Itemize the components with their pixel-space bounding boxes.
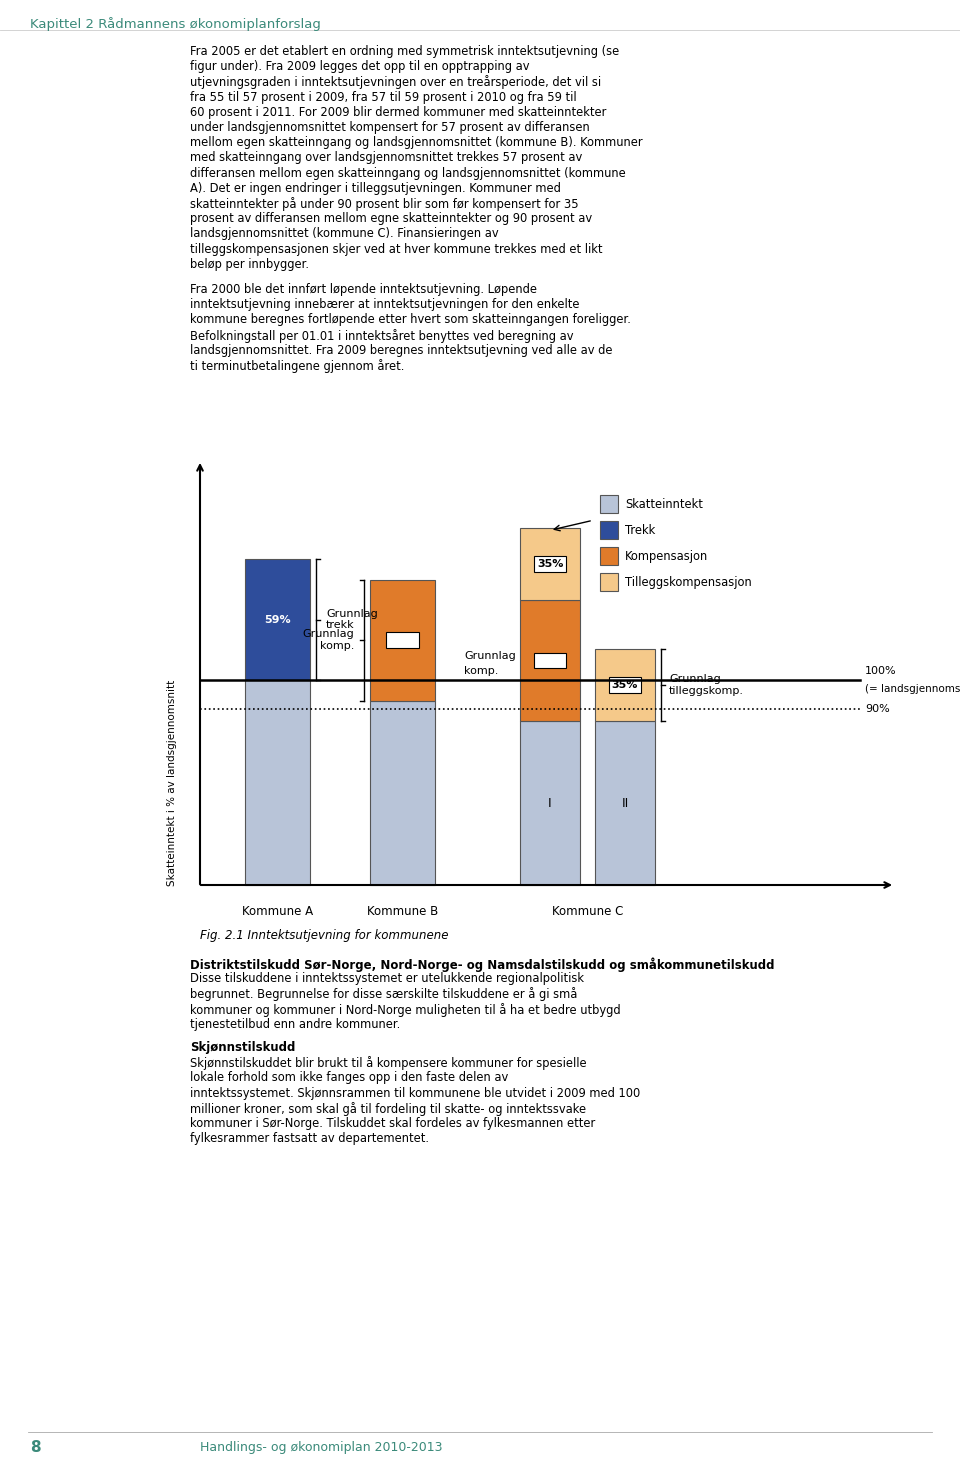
Text: Tilleggskompensasjon: Tilleggskompensasjon [625, 575, 752, 588]
Text: Fig. 2.1 Inntektsutjevning for kommunene: Fig. 2.1 Inntektsutjevning for kommunene [200, 929, 448, 942]
Text: differansen mellom egen skatteinngang og landsgjennomsnittet (kommune: differansen mellom egen skatteinngang og… [190, 166, 626, 179]
Text: 8: 8 [30, 1441, 40, 1455]
Text: millioner kroner, som skal gå til fordeling til skatte- og inntektssvake: millioner kroner, som skal gå til fordel… [190, 1102, 587, 1116]
Text: prosent av differansen mellom egne skatteinntekter og 90 prosent av: prosent av differansen mellom egne skatt… [190, 212, 592, 225]
Text: 59%: 59% [537, 656, 564, 666]
Text: Kommune C: Kommune C [552, 906, 623, 917]
Text: under landsgjennomsnittet kompensert for 57 prosent av differansen: under landsgjennomsnittet kompensert for… [190, 121, 589, 134]
Bar [600, 573, 618, 591]
Text: fylkesrammer fastsatt av departementet.: fylkesrammer fastsatt av departementet. [190, 1132, 429, 1145]
Text: 35%: 35% [537, 559, 564, 569]
Text: komp.: komp. [464, 666, 498, 676]
Text: begrunnet. Begrunnelse for disse særskilte tilskuddene er å gi små: begrunnet. Begrunnelse for disse særskil… [190, 988, 577, 1001]
Bar [520, 720, 580, 885]
Text: 59%: 59% [264, 614, 291, 625]
Text: Fra 2000 ble det innført løpende inntektsutjevning. Løpende: Fra 2000 ble det innført løpende inntekt… [190, 284, 537, 295]
Text: 60 prosent i 2011. For 2009 blir dermed kommuner med skatteinntekter: 60 prosent i 2011. For 2009 blir dermed … [190, 106, 607, 119]
Text: Skjønnstilskuddet blir brukt til å kompensere kommuner for spesielle: Skjønnstilskuddet blir brukt til å kompe… [190, 1057, 587, 1070]
Text: Grunnlag
komp.: Grunnlag komp. [302, 629, 354, 651]
Text: skatteinntekter på under 90 prosent blir som før kompensert for 35: skatteinntekter på under 90 prosent blir… [190, 197, 579, 212]
Text: Grunnlag
trekk: Grunnlag trekk [326, 609, 377, 631]
Text: landsgjennomsnittet (kommune C). Finansieringen av: landsgjennomsnittet (kommune C). Finansi… [190, 228, 498, 241]
Bar [600, 520, 618, 539]
Text: inntektssystemet. Skjønnsrammen til kommunene ble utvidet i 2009 med 100: inntektssystemet. Skjønnsrammen til komm… [190, 1086, 640, 1100]
Text: kommune beregnes fortløpende etter hvert som skatteinngangen foreligger.: kommune beregnes fortløpende etter hvert… [190, 313, 631, 326]
Text: landsgjennomsnittet. Fra 2009 beregnes inntektsutjevning ved alle av de: landsgjennomsnittet. Fra 2009 beregnes i… [190, 344, 612, 357]
Text: Trekk: Trekk [625, 523, 656, 537]
Text: 35%: 35% [612, 681, 638, 689]
Text: I: I [548, 797, 552, 810]
Bar [245, 559, 310, 681]
Text: kommuner i Sør-Norge. Tilskuddet skal fordeles av fylkesmannen etter: kommuner i Sør-Norge. Tilskuddet skal fo… [190, 1117, 595, 1130]
Text: 90%: 90% [865, 704, 890, 714]
Bar [595, 720, 655, 885]
Text: Befolkningstall per 01.01 i inntektsåret benyttes ved beregning av: Befolkningstall per 01.01 i inntektsåret… [190, 329, 573, 343]
Text: Grunnlag: Grunnlag [464, 651, 516, 660]
Bar [520, 528, 580, 600]
Text: kommuner og kommuner i Nord-Norge muligheten til å ha et bedre utbygd: kommuner og kommuner i Nord-Norge muligh… [190, 1003, 620, 1017]
Text: A). Det er ingen endringer i tilleggsutjevningen. Kommuner med: A). Det er ingen endringer i tilleggsutj… [190, 182, 561, 196]
Text: Distriktstilskudd Sør-Norge, Nord-Norge- og Namsdalstilskudd og småkommunetilsku: Distriktstilskudd Sør-Norge, Nord-Norge-… [190, 957, 775, 972]
Text: fra 55 til 57 prosent i 2009, fra 57 til 59 prosent i 2010 og fra 59 til: fra 55 til 57 prosent i 2009, fra 57 til… [190, 91, 577, 103]
Text: lokale forhold som ikke fanges opp i den faste delen av: lokale forhold som ikke fanges opp i den… [190, 1072, 508, 1085]
Text: ti terminutbetalingene gjennom året.: ti terminutbetalingene gjennom året. [190, 359, 404, 373]
Bar [520, 600, 580, 720]
Text: tjenestetilbud enn andre kommuner.: tjenestetilbud enn andre kommuner. [190, 1017, 400, 1030]
Text: Fra 2005 er det etablert en ordning med symmetrisk inntektsutjevning (se: Fra 2005 er det etablert en ordning med … [190, 46, 619, 57]
Text: II: II [621, 797, 629, 810]
Text: Kommune B: Kommune B [367, 906, 438, 917]
Bar [370, 579, 435, 701]
Text: tilleggskompensasjonen skjer ved at hver kommune trekkes med et likt: tilleggskompensasjonen skjer ved at hver… [190, 243, 603, 256]
Text: beløp per innbygger.: beløp per innbygger. [190, 257, 309, 270]
Text: Skatteinntekt i % av landsgjennomsnitt: Skatteinntekt i % av landsgjennomsnitt [167, 679, 177, 885]
Text: (= landsgjennomsnittet): (= landsgjennomsnittet) [865, 684, 960, 694]
Bar [595, 650, 655, 720]
Text: 100%: 100% [865, 666, 897, 676]
Text: utjevningsgraden i inntektsutjevningen over en treårsperiode, det vil si: utjevningsgraden i inntektsutjevningen o… [190, 75, 601, 90]
Bar [600, 547, 618, 564]
Text: Disse tilskuddene i inntektssystemet er utelukkende regionalpolitisk: Disse tilskuddene i inntektssystemet er … [190, 972, 584, 985]
Text: Skjønnstilskudd: Skjønnstilskudd [190, 1041, 296, 1054]
Text: Kapittel 2 Rådmannens økonomiplanforslag: Kapittel 2 Rådmannens økonomiplanforslag [30, 18, 321, 31]
Text: Kompensasjon: Kompensasjon [625, 550, 708, 563]
Bar [600, 495, 618, 513]
Text: Handlings- og økonomiplan 2010-2013: Handlings- og økonomiplan 2010-2013 [200, 1442, 443, 1454]
Text: figur under). Fra 2009 legges det opp til en opptrapping av: figur under). Fra 2009 legges det opp ti… [190, 60, 530, 74]
Text: Kommune A: Kommune A [242, 906, 313, 917]
Bar [370, 701, 435, 885]
Text: mellom egen skatteinngang og landsgjennomsnittet (kommune B). Kommuner: mellom egen skatteinngang og landsgjenno… [190, 137, 642, 148]
Text: med skatteinngang over landsgjennomsnittet trekkes 57 prosent av: med skatteinngang over landsgjennomsnitt… [190, 151, 583, 165]
Text: Grunnlag
tilleggskomp.: Grunnlag tilleggskomp. [669, 675, 744, 695]
Text: 59%: 59% [389, 635, 416, 645]
Text: Skatteinntekt: Skatteinntekt [625, 497, 703, 510]
Bar [245, 681, 310, 885]
Text: inntektsutjevning innebærer at inntektsutjevningen for den enkelte: inntektsutjevning innebærer at inntektsu… [190, 298, 580, 312]
